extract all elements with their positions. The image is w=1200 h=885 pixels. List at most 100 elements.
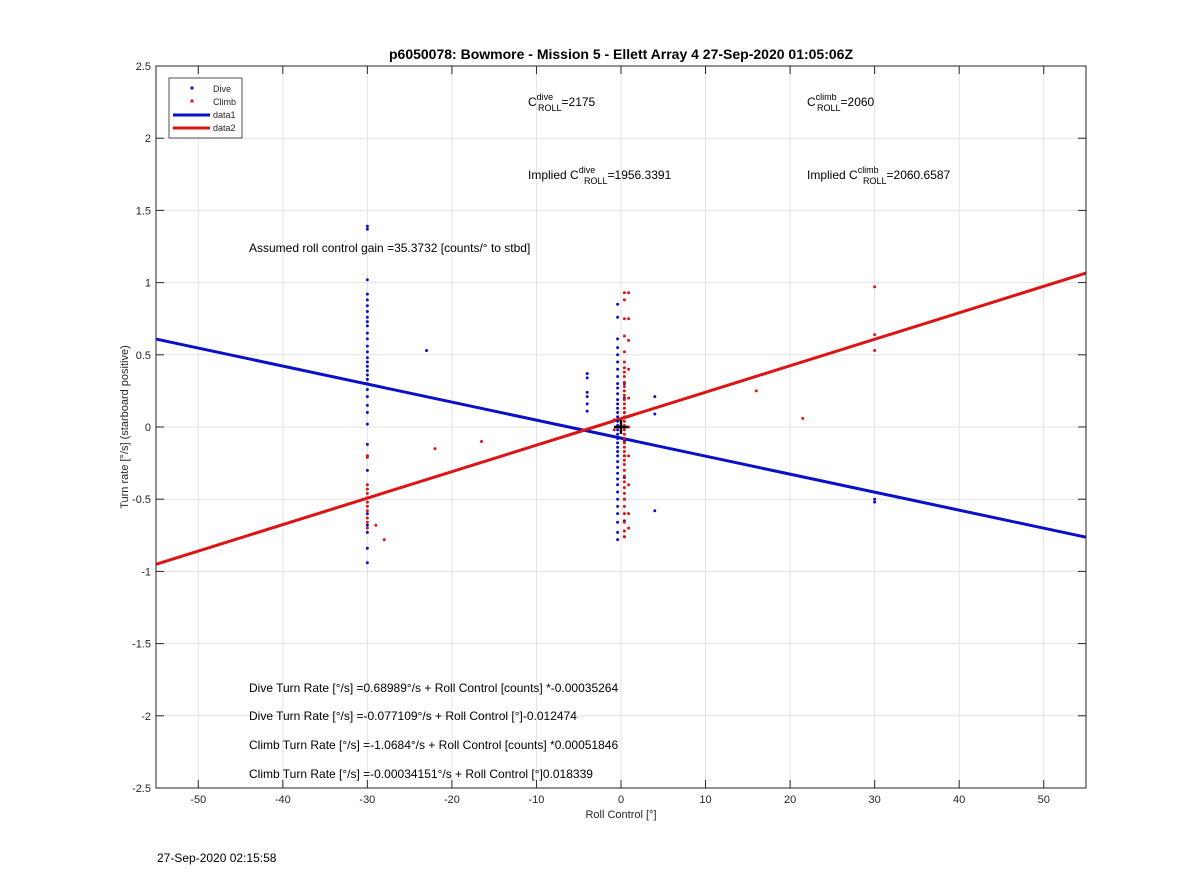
y-axis-label: Turn rate [°/s] (starboard positive) bbox=[119, 345, 131, 509]
legend-dive-label: Dive bbox=[213, 84, 231, 94]
point-climb bbox=[365, 455, 369, 459]
point-dive bbox=[616, 530, 620, 534]
point-climb bbox=[622, 512, 626, 516]
point-dive bbox=[365, 395, 369, 399]
point-dive bbox=[616, 445, 620, 449]
point-climb bbox=[622, 520, 626, 524]
point-dive bbox=[365, 292, 369, 296]
point-dive bbox=[616, 512, 620, 516]
point-dive bbox=[585, 395, 589, 399]
legend-entry-climb: Climb bbox=[190, 97, 236, 107]
y-tick-labels: -2.5 -2 -1.5 -1 -0.5 0 0.5 1 1.5 2 2.5 bbox=[132, 61, 151, 795]
point-climb bbox=[612, 428, 616, 432]
point-climb bbox=[622, 445, 626, 449]
point-climb bbox=[622, 463, 626, 467]
implied-climb-sub: ROLL bbox=[863, 176, 887, 186]
point-dive bbox=[365, 512, 369, 516]
c-roll-dive-value: =2175 bbox=[562, 95, 596, 109]
point-climb bbox=[365, 520, 369, 524]
point-dive bbox=[616, 382, 620, 386]
point-climb bbox=[365, 491, 369, 495]
point-climb bbox=[622, 535, 626, 539]
point-dive bbox=[585, 390, 589, 394]
point-climb bbox=[873, 285, 877, 289]
point-climb bbox=[754, 389, 758, 393]
point-climb bbox=[622, 406, 626, 410]
point-dive bbox=[616, 497, 620, 501]
y-tick-label: 2.5 bbox=[136, 61, 151, 73]
implied-climb-value: =2060.6587 bbox=[887, 168, 951, 182]
scatter-points bbox=[365, 224, 877, 565]
legend-data1-label: data1 bbox=[213, 110, 236, 120]
point-climb bbox=[365, 496, 369, 500]
c-roll-climb-sub: ROLL bbox=[817, 103, 841, 113]
y-tick-label: 1.5 bbox=[136, 205, 151, 217]
point-climb bbox=[612, 418, 616, 422]
point-climb bbox=[622, 529, 626, 533]
point-dive bbox=[365, 468, 369, 472]
equation-climb-counts: Climb Turn Rate [°/s] =-1.0684°/s + Roll… bbox=[249, 738, 618, 752]
point-dive bbox=[365, 331, 369, 335]
axis-ticks bbox=[156, 65, 1086, 789]
y-tick-label: -1 bbox=[141, 566, 151, 578]
point-dive bbox=[616, 353, 620, 357]
x-tick-label: 50 bbox=[1038, 794, 1050, 806]
point-dive bbox=[616, 411, 620, 415]
x-tick-label: -30 bbox=[359, 794, 375, 806]
implied-climb-sup: climb bbox=[858, 165, 879, 175]
point-dive bbox=[616, 477, 620, 481]
point-dive bbox=[365, 315, 369, 319]
point-climb bbox=[622, 350, 626, 354]
point-climb bbox=[365, 509, 369, 513]
point-dive bbox=[616, 483, 620, 487]
point-dive bbox=[616, 450, 620, 454]
legend-climb-marker bbox=[190, 99, 194, 103]
y-tick-label: -1.5 bbox=[132, 639, 151, 651]
point-dive bbox=[616, 302, 620, 306]
c-roll-dive-prefix: C bbox=[528, 95, 537, 109]
point-dive bbox=[616, 402, 620, 406]
point-dive bbox=[365, 546, 369, 550]
x-tick-label: -10 bbox=[529, 794, 545, 806]
point-climb bbox=[622, 432, 626, 436]
point-dive bbox=[365, 387, 369, 391]
legend-dive-marker bbox=[190, 86, 194, 90]
point-dive bbox=[616, 392, 620, 396]
point-dive bbox=[616, 337, 620, 341]
point-dive bbox=[365, 224, 369, 228]
x-tick-label: -40 bbox=[275, 794, 291, 806]
point-climb bbox=[622, 389, 626, 393]
point-dive bbox=[365, 523, 369, 527]
roll-gain-annotation: Assumed roll control gain =35.3732 [coun… bbox=[249, 241, 530, 255]
point-climb bbox=[622, 474, 626, 478]
point-climb bbox=[622, 486, 626, 490]
point-dive bbox=[616, 460, 620, 464]
c-roll-climb-sup: climb bbox=[816, 92, 837, 102]
point-dive bbox=[616, 406, 620, 410]
legend: Dive Climb data1 data2 bbox=[168, 77, 243, 139]
point-climb bbox=[382, 538, 386, 542]
implied-c-roll-dive-annotation: Implied Cdive ROLL=1956.3391 bbox=[528, 165, 672, 186]
point-dive bbox=[365, 320, 369, 324]
point-climb bbox=[622, 291, 626, 295]
point-climb bbox=[622, 393, 626, 397]
implied-dive-sup: dive bbox=[579, 165, 596, 175]
point-dive bbox=[616, 386, 620, 390]
point-dive bbox=[425, 348, 429, 352]
point-dive bbox=[616, 419, 620, 423]
c-roll-climb-value: =2060 bbox=[841, 95, 875, 109]
y-tick-label: 2 bbox=[145, 133, 151, 145]
y-tick-label: -2 bbox=[141, 711, 151, 723]
print-timestamp: 27-Sep-2020 02:15:58 bbox=[157, 851, 277, 865]
point-dive bbox=[616, 346, 620, 350]
legend-entry-dive: Dive bbox=[190, 84, 231, 94]
equation-dive-counts: Dive Turn Rate [°/s] =0.68989°/s + Roll … bbox=[249, 681, 618, 695]
point-dive bbox=[616, 454, 620, 458]
point-climb bbox=[622, 480, 626, 484]
point-climb bbox=[622, 504, 626, 508]
fit-line-data2 bbox=[155, 271, 1087, 566]
c-roll-dive-sup: dive bbox=[537, 92, 554, 102]
fit-lines bbox=[155, 271, 1087, 566]
point-dive bbox=[616, 471, 620, 475]
x-tick-label: 30 bbox=[869, 794, 881, 806]
